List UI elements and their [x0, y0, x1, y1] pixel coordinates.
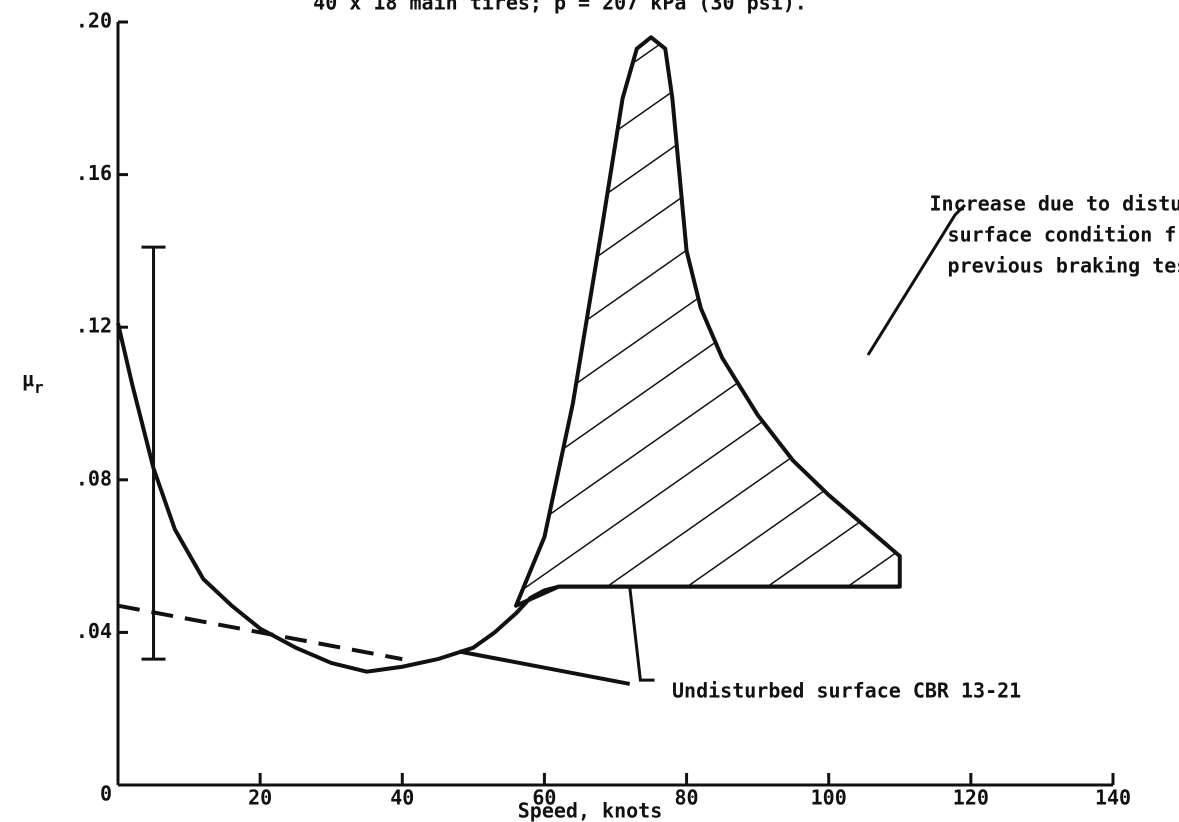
- x-tick-label: 40: [390, 786, 414, 810]
- x-tick-label: 120: [953, 786, 989, 810]
- y-tick-label: .16: [76, 161, 112, 185]
- x-tick-label: 60: [532, 786, 556, 810]
- hatched-area: [514, 35, 902, 608]
- leader: [866, 203, 967, 356]
- curve: [117, 603, 403, 662]
- annotation: Increase due to disturbed: [929, 192, 1179, 216]
- y-tick-label: .04: [76, 619, 112, 643]
- y-tick-label: .12: [76, 314, 112, 338]
- x-tick-label: 80: [675, 786, 699, 810]
- y-axis-label: μr: [22, 367, 44, 397]
- y-tick-label: .20: [76, 9, 112, 33]
- y-label-symbol: μ: [22, 367, 34, 391]
- y-tick-label: .08: [76, 466, 112, 490]
- annotation: previous braking tests: [948, 254, 1179, 278]
- chart-title: 40 x 18 main tires; p = 207 kPa (30 psi)…: [313, 0, 807, 15]
- x-tick-label: 140: [1095, 786, 1131, 810]
- x-tick-label: 20: [248, 786, 272, 810]
- x-axis-label: Speed, knots: [518, 799, 663, 822]
- annotation: surface condition from: [948, 223, 1179, 247]
- annotation: Undisturbed surface CBR 13-21: [672, 679, 1021, 703]
- x-tick-label: 100: [811, 786, 847, 810]
- y-label-subscript: r: [34, 378, 44, 397]
- leader: [628, 586, 655, 682]
- curve: [458, 649, 631, 686]
- y-tick-label: 0: [100, 782, 112, 806]
